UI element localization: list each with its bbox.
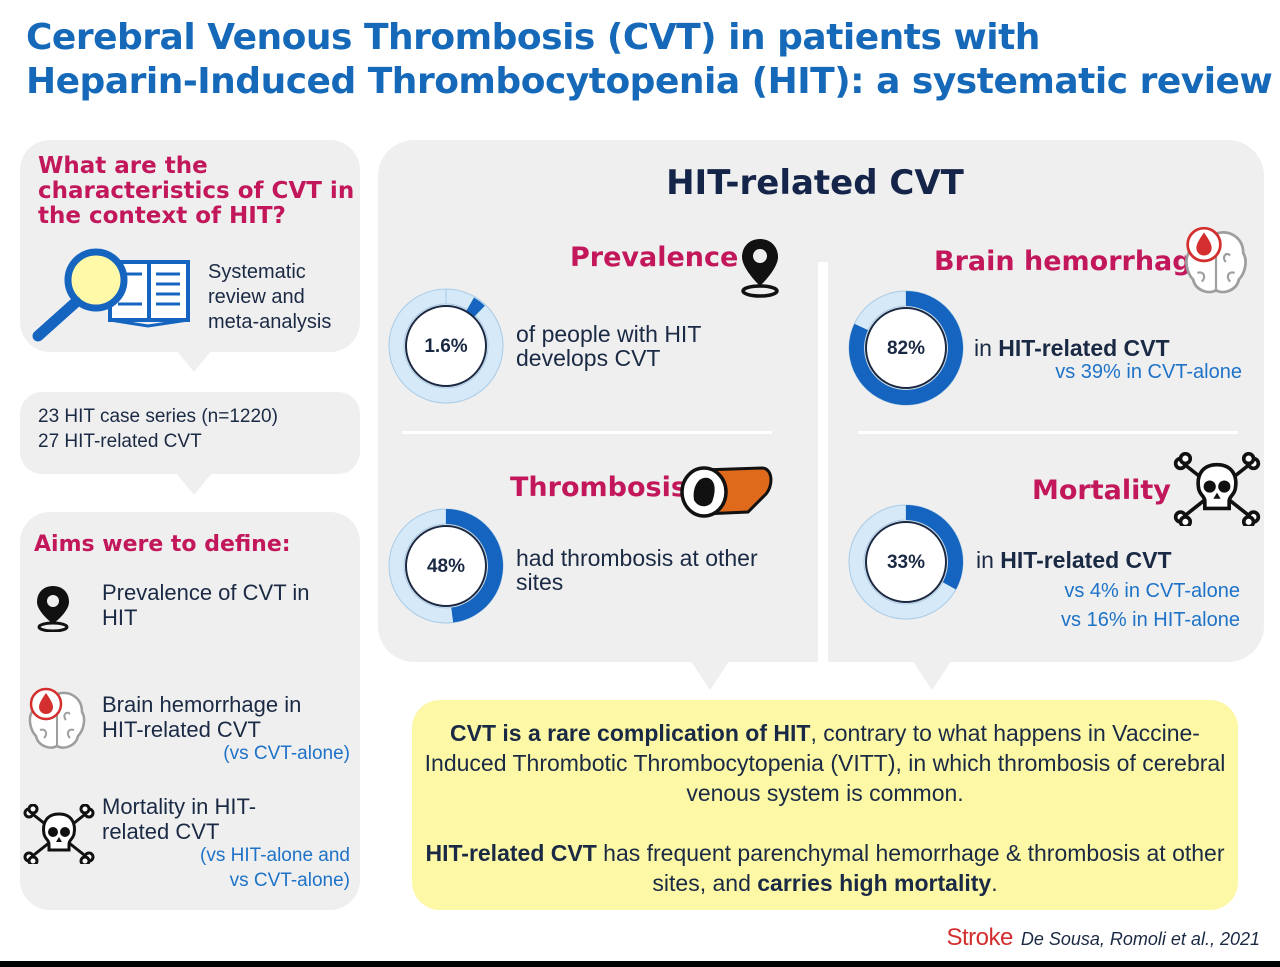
thrombosis-text-line-2: sites (516, 569, 564, 595)
aim-hemorrhage-note: (vs CVT-alone) (223, 743, 350, 764)
aim-hemorrhage-line-1: Brain hemorrhage in (102, 692, 302, 717)
donut-center (405, 525, 487, 607)
brain-blood-icon (28, 687, 86, 749)
authors: De Sousa, Romoli et al., 2021 (1020, 929, 1260, 949)
aim-prevalence-line-1: Prevalence of CVT in (102, 580, 310, 605)
aim-hemorrhage-line-2: HIT-related CVT (102, 717, 261, 742)
prevalence-donut-track (388, 288, 504, 404)
summary-p2-bold-1: HIT-related CVT (425, 840, 597, 866)
bottom-bar (0, 961, 1280, 967)
thrombosis-title: Thrombosis (510, 472, 687, 503)
thrombosis-donut-label: 48% (427, 556, 465, 577)
prevalence-pin-icon (741, 239, 779, 298)
thrombosis-vessel-icon (680, 466, 773, 518)
thrombosis-text-line-1: had thrombosis at other (516, 545, 758, 571)
method-text: Systematic review and meta-analysis (208, 260, 331, 335)
prevalence-donut-label: 1.6% (424, 336, 467, 357)
hemorrhage-note: vs 39% in CVT-alone (1055, 361, 1242, 383)
prevalence-text: of people with HIT develops CVT (516, 322, 701, 370)
hemorrhage-text-pre: in (974, 335, 999, 361)
mortality-note-1: vs 4% in CVT-alone (1064, 580, 1240, 602)
aim-mortality-line-1: Mortality in HIT- (102, 794, 257, 819)
summary-p2-end: . (991, 870, 998, 896)
skull-crossbones-icon (23, 804, 95, 864)
mortality-text-pre: in (976, 547, 1001, 573)
hemorrhage-brain-icon (1185, 226, 1247, 294)
main-title: HIT-related CVT (666, 163, 964, 203)
aim-mortality-note-line-1: (vs HIT-alone and (200, 845, 350, 866)
question-text: What are the characteristics of CVT in t… (38, 153, 355, 229)
main-pointer-left (690, 660, 730, 690)
title-line-2: Heparin-Induced Thrombocytopenia (HIT): … (26, 61, 1273, 102)
title-line-1: Cerebral Venous Thrombosis (CVT) in pati… (26, 17, 1040, 58)
summary-p2-mid: has frequent parenchymal hemorrhage & th… (596, 840, 1225, 896)
donut-center (865, 307, 947, 389)
page-title: Cerebral Venous Thrombosis (CVT) in pati… (26, 16, 1273, 104)
cases-pointer (176, 473, 212, 495)
main-vertical-divider (818, 262, 828, 662)
mortality-text-bold: HIT-related CVT (1000, 547, 1172, 573)
aims-title: Aims were to define: (34, 532, 291, 557)
summary-box: CVT is a rare complication of HIT, contr… (412, 700, 1238, 910)
thrombosis-donut-value (446, 509, 504, 623)
mortality-donut-label: 33% (887, 552, 925, 573)
mortality-skull-icon (1173, 452, 1261, 526)
hemorrhage-title: Brain hemorrhage (934, 246, 1210, 277)
right-horizontal-divider (858, 431, 1238, 434)
hemorrhage-text-bold: HIT-related CVT (998, 335, 1170, 361)
cases-line-1: 23 HIT case series (n=1220) (38, 406, 278, 427)
journal-name: Stroke (946, 924, 1013, 951)
aim-prevalence: Prevalence of CVT in HIT (102, 580, 309, 630)
prevalence-donut-value (466, 297, 485, 318)
summary-p1-rest: , contrary to what happens in Vaccine-In… (424, 720, 1226, 806)
mortality-note-2: vs 16% in HIT-alone (1061, 609, 1240, 631)
aim-mortality: Mortality in HIT- related CVT (102, 794, 256, 844)
summary-paragraph-1: CVT is a rare complication of HIT, contr… (412, 718, 1238, 808)
prevalence-text-line-2: develops CVT (516, 345, 661, 371)
aim-mortality-note: (vs HIT-alone and vs CVT-alone) (130, 843, 350, 893)
summary-p1-bold: CVT is a rare complication of HIT (450, 720, 811, 746)
mortality-notes: vs 4% in CVT-alone vs 16% in HIT-alone (980, 577, 1240, 635)
method-line-3: meta-analysis (208, 311, 332, 333)
thrombosis-text: had thrombosis at other sites (516, 546, 758, 594)
prevalence-donut: 1.6% (388, 288, 504, 404)
cases-line-2: 27 HIT-related CVT (38, 431, 202, 452)
method-line-1: Systematic (208, 261, 306, 283)
credit: Stroke De Sousa, Romoli et al., 2021 (946, 924, 1260, 952)
aim-prevalence-line-2: HIT (102, 605, 138, 630)
donut-center (405, 305, 487, 387)
main-pointer-right (912, 660, 952, 690)
mortality-text: in HIT-related CVT (976, 548, 1172, 572)
aim-hemorrhage: Brain hemorrhage in HIT-related CVT (102, 692, 301, 742)
summary-p2-bold-2: carries high mortality (757, 870, 992, 896)
method-line-2: review and (208, 286, 305, 308)
thrombosis-donut: 48% (388, 508, 504, 624)
donut-center (865, 521, 947, 603)
summary-paragraph-2: HIT-related CVT has frequent parenchymal… (412, 838, 1238, 898)
mortality-title: Mortality (1032, 475, 1171, 506)
cases-text: 23 HIT case series (n=1220) 27 HIT-relat… (38, 404, 278, 454)
hemorrhage-text: in HIT-related CVT (974, 336, 1170, 360)
hemorrhage-donut-label: 82% (887, 338, 925, 359)
location-pin-icon (37, 586, 69, 632)
hemorrhage-donut: 82% (848, 290, 964, 406)
question-pointer (176, 350, 212, 372)
left-horizontal-divider (402, 431, 772, 434)
aim-mortality-line-2: related CVT (102, 819, 220, 844)
prevalence-title: Prevalence (570, 242, 739, 273)
prevalence-text-line-1: of people with HIT (516, 321, 702, 347)
cases-panel (20, 392, 360, 474)
magnifier-book-icon (32, 248, 190, 342)
aim-mortality-note-line-2: vs CVT-alone) (229, 870, 350, 891)
mortality-donut-value (906, 505, 963, 590)
mortality-donut: 33% (848, 504, 964, 620)
